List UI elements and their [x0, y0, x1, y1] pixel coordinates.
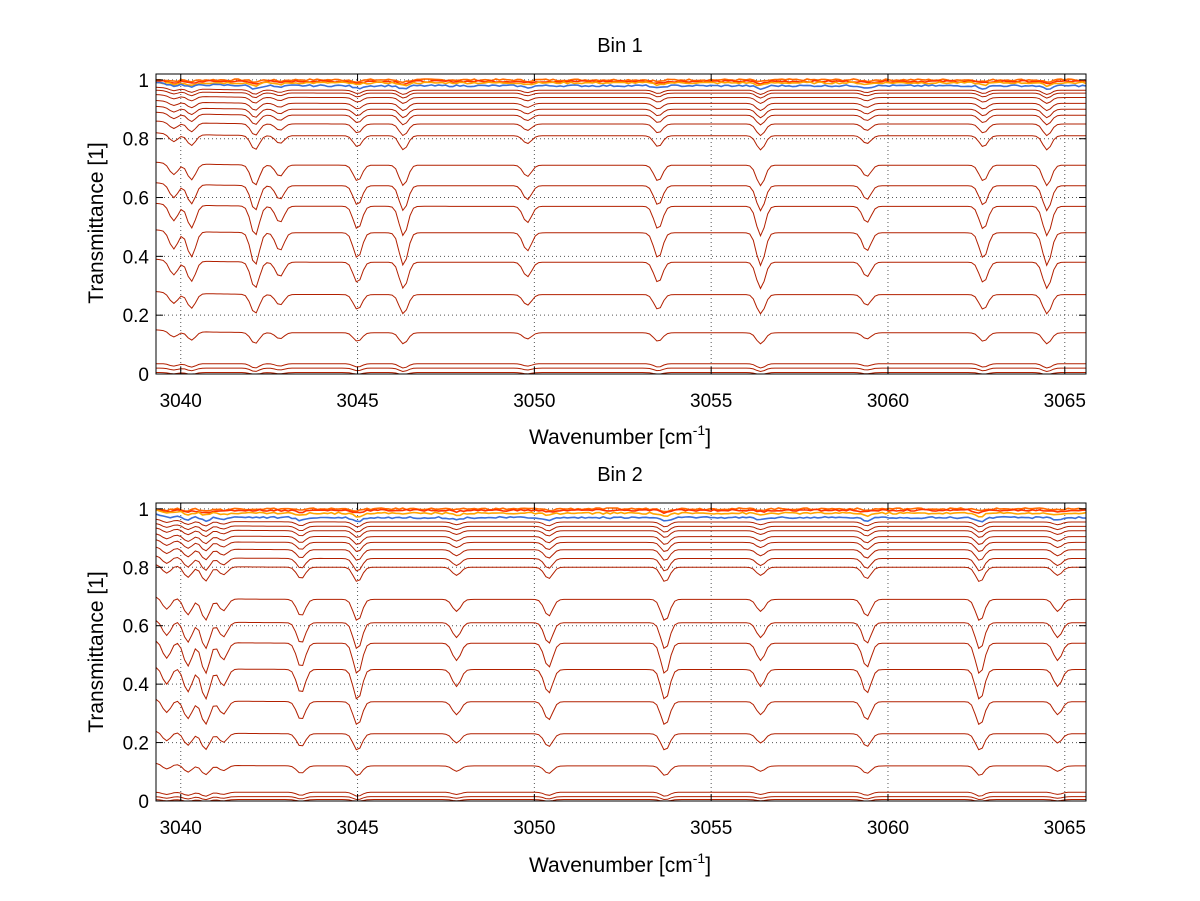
series-line-21 [155, 799, 1086, 802]
y-tick-label: 0.8 [123, 130, 149, 151]
series-line-21 [156, 372, 1086, 375]
series-line-8 [155, 105, 1086, 119]
series-line-3 [155, 81, 1087, 91]
series-line-15 [155, 667, 1086, 701]
series-line-20 [155, 796, 1086, 801]
x-axis-label: Wavenumber [cm-1] [529, 422, 711, 449]
x-axis-label-end: ] [705, 854, 711, 877]
x-axis-label-main: Wavenumber [cm [529, 426, 693, 449]
y-axis-label: Transmittance [1] [85, 142, 108, 303]
series-line-15 [155, 229, 1086, 267]
series-line-1 [155, 79, 1087, 86]
series-line-17 [155, 730, 1086, 751]
x-tick-label: 3060 [867, 818, 909, 839]
x-tick-label: 3060 [867, 391, 909, 412]
series-line-4 [155, 86, 1086, 96]
x-axis-label-superscript: -1 [693, 850, 706, 866]
y-tick-label: 1 [138, 71, 149, 92]
series-line-12 [155, 161, 1086, 187]
series-line-18 [155, 762, 1086, 776]
chart-bin-2: Bin 2 3040 3045 3050 3055 3060 3065 0 0.2 0.4 0.6… [85, 464, 1087, 877]
series-line-6 [155, 94, 1086, 105]
x-tick-label: 3045 [336, 391, 378, 412]
x-tick-label: 3065 [1044, 391, 1086, 412]
series-line-14 [155, 202, 1086, 238]
series-line-19 [156, 363, 1086, 369]
y-tick-label: 0 [138, 365, 149, 386]
y-tick-label: 0.6 [123, 189, 149, 210]
series-line-11 [155, 564, 1086, 583]
axes-frame [155, 502, 1087, 802]
series-line-11 [155, 132, 1086, 151]
series-line-20 [156, 367, 1086, 373]
x-axis-label-main: Wavenumber [cm [529, 854, 693, 877]
tick-group: 3040 3045 3050 3055 3060 3065 0 0.2 0.4 0.6 0.8 1 [123, 71, 1086, 412]
series-line-9 [155, 546, 1086, 561]
x-tick-label: 3065 [1044, 818, 1086, 839]
series-line-13 [155, 620, 1086, 650]
y-tick-label: 0.4 [123, 247, 150, 268]
chart-bin-1: Bin 1 3040 3045 3050 3055 3060 3065 0 0.2 0.4 0.6… [85, 35, 1087, 449]
series-line-7 [155, 100, 1086, 112]
axes-frame [155, 73, 1087, 375]
x-tick-label: 3040 [160, 818, 202, 839]
x-tick-label: 3045 [336, 818, 378, 839]
y-tick-label: 0.8 [123, 558, 149, 579]
series-line-18 [155, 329, 1086, 345]
series-group [155, 78, 1087, 375]
series-line-3 [155, 513, 1087, 523]
x-tick-label: 3050 [513, 818, 555, 839]
series-line-5 [155, 523, 1086, 533]
x-axis-label-end: ] [705, 426, 711, 449]
y-tick-label: 0.6 [123, 617, 149, 638]
series-line-16 [155, 698, 1086, 726]
x-tick-label: 3050 [513, 391, 555, 412]
x-axis-label-superscript: -1 [693, 422, 706, 438]
y-tick-label: 0.2 [123, 306, 149, 327]
x-axis-label: Wavenumber [cm-1] [529, 850, 711, 877]
chart-title: Bin 1 [597, 35, 643, 57]
y-tick-label: 0.2 [123, 734, 149, 755]
series-line-10 [155, 120, 1086, 137]
x-tick-label: 3055 [690, 818, 732, 839]
series-line-14 [155, 640, 1086, 675]
y-tick-label: 0 [138, 792, 149, 813]
series-group [155, 507, 1087, 802]
series-line-13 [155, 182, 1086, 212]
x-tick-label: 3055 [690, 391, 732, 412]
series-line-12 [155, 596, 1086, 621]
series-line-10 [155, 555, 1086, 572]
y-tick-label: 0.4 [123, 675, 150, 696]
series-line-7 [155, 533, 1086, 545]
series-line-5 [155, 89, 1086, 99]
series-line-17 [155, 291, 1086, 315]
series-line-16 [155, 258, 1086, 290]
series-line-6 [155, 527, 1086, 538]
y-axis-label: Transmittance [1] [85, 571, 108, 732]
series-line-19 [155, 791, 1086, 797]
chart-title: Bin 2 [597, 464, 643, 486]
series-line-2 [155, 81, 1087, 88]
y-tick-label: 1 [138, 500, 149, 521]
x-tick-label: 3040 [160, 391, 202, 412]
series-line-2 [155, 509, 1087, 518]
series-line-9 [155, 111, 1086, 126]
series-line-1 [155, 508, 1087, 515]
series-line-8 [155, 539, 1086, 552]
series-line-4 [155, 518, 1086, 528]
tick-group: 3040 3045 3050 3055 3060 3065 0 0.2 0.4 0.6 0.8 1 [123, 500, 1086, 839]
